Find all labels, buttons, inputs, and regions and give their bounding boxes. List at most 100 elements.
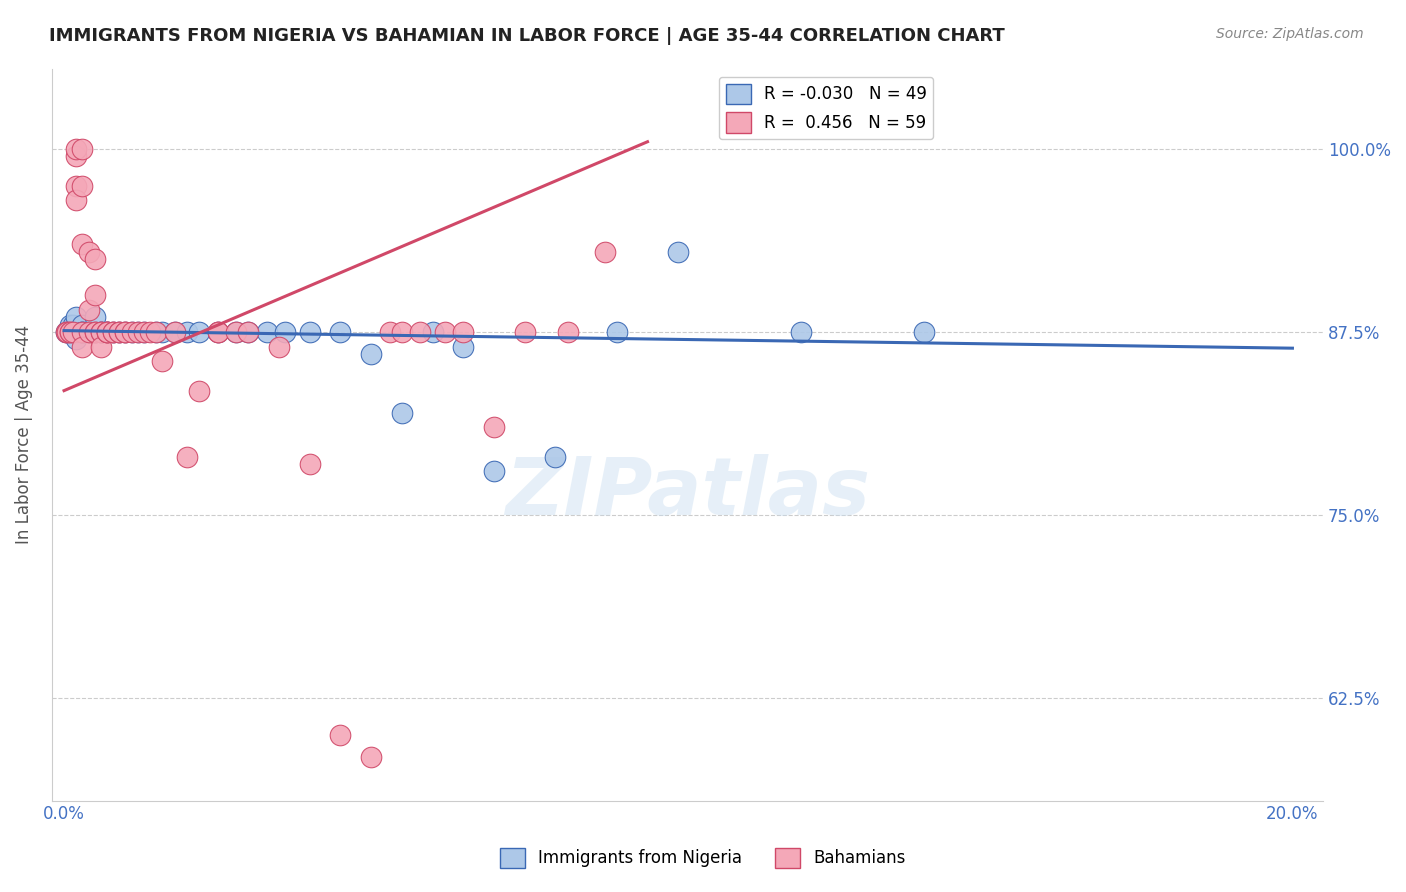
Point xyxy=(56,325,79,339)
Point xyxy=(225,325,247,339)
Point xyxy=(56,325,79,339)
Point xyxy=(207,325,229,339)
Point xyxy=(77,244,100,259)
Legend: Immigrants from Nigeria, Bahamians: Immigrants from Nigeria, Bahamians xyxy=(494,841,912,875)
Point xyxy=(55,325,77,339)
Point xyxy=(77,325,100,339)
Point xyxy=(72,178,94,193)
Point xyxy=(298,457,321,471)
Point xyxy=(114,325,136,339)
Point xyxy=(391,406,413,420)
Text: ZIPatlas: ZIPatlas xyxy=(505,454,870,533)
Point xyxy=(238,325,260,339)
Point xyxy=(55,325,77,339)
Point xyxy=(83,310,105,325)
Point xyxy=(433,325,456,339)
Point xyxy=(83,288,105,302)
Point xyxy=(108,325,131,339)
Point xyxy=(298,325,321,339)
Point xyxy=(72,237,94,252)
Point xyxy=(422,325,444,339)
Point xyxy=(451,340,474,354)
Point xyxy=(101,325,124,339)
Point xyxy=(72,325,94,339)
Point xyxy=(912,325,935,339)
Point xyxy=(267,340,290,354)
Point xyxy=(482,420,505,434)
Point xyxy=(96,325,118,339)
Point xyxy=(127,325,149,339)
Point xyxy=(132,325,155,339)
Y-axis label: In Labor Force | Age 35-44: In Labor Force | Age 35-44 xyxy=(15,325,32,544)
Point xyxy=(139,325,162,339)
Point xyxy=(176,450,198,464)
Point xyxy=(83,325,105,339)
Point xyxy=(593,244,616,259)
Point xyxy=(77,303,100,318)
Point xyxy=(59,325,82,339)
Point xyxy=(96,325,118,339)
Point xyxy=(256,325,278,339)
Point xyxy=(108,325,131,339)
Point xyxy=(121,325,143,339)
Point xyxy=(176,325,198,339)
Point xyxy=(114,325,136,339)
Point xyxy=(409,325,432,339)
Point xyxy=(666,244,689,259)
Point xyxy=(274,325,297,339)
Point xyxy=(391,325,413,339)
Point xyxy=(360,749,382,764)
Point xyxy=(150,354,173,368)
Point xyxy=(238,325,260,339)
Point xyxy=(163,325,186,339)
Point xyxy=(65,142,87,156)
Point xyxy=(59,318,82,332)
Point xyxy=(65,149,87,163)
Point xyxy=(83,325,105,339)
Point xyxy=(188,325,211,339)
Text: Source: ZipAtlas.com: Source: ZipAtlas.com xyxy=(1216,27,1364,41)
Point xyxy=(557,325,579,339)
Point xyxy=(544,450,567,464)
Point xyxy=(65,178,87,193)
Point xyxy=(90,325,112,339)
Point xyxy=(65,332,87,346)
Point xyxy=(77,325,100,339)
Point xyxy=(72,142,94,156)
Point xyxy=(150,325,173,339)
Point xyxy=(108,325,131,339)
Point xyxy=(62,325,84,339)
Point xyxy=(83,252,105,266)
Point xyxy=(225,325,247,339)
Point xyxy=(145,325,167,339)
Point xyxy=(65,325,87,339)
Point xyxy=(72,325,94,339)
Point xyxy=(360,347,382,361)
Point xyxy=(62,325,84,339)
Legend: R = -0.030   N = 49, R =  0.456   N = 59: R = -0.030 N = 49, R = 0.456 N = 59 xyxy=(718,77,934,139)
Point xyxy=(145,325,167,339)
Point xyxy=(65,194,87,208)
Point xyxy=(72,340,94,354)
Point xyxy=(72,325,94,339)
Point xyxy=(790,325,813,339)
Point xyxy=(101,325,124,339)
Point xyxy=(513,325,536,339)
Point xyxy=(132,325,155,339)
Point xyxy=(62,318,84,332)
Point xyxy=(329,728,352,742)
Point xyxy=(329,325,352,339)
Point xyxy=(83,325,105,339)
Point xyxy=(59,325,82,339)
Point xyxy=(207,325,229,339)
Point xyxy=(65,310,87,325)
Point xyxy=(90,325,112,339)
Point xyxy=(96,325,118,339)
Text: IMMIGRANTS FROM NIGERIA VS BAHAMIAN IN LABOR FORCE | AGE 35-44 CORRELATION CHART: IMMIGRANTS FROM NIGERIA VS BAHAMIAN IN L… xyxy=(49,27,1005,45)
Point xyxy=(482,464,505,478)
Point xyxy=(72,325,94,339)
Point xyxy=(378,325,401,339)
Point xyxy=(96,325,118,339)
Point xyxy=(121,325,143,339)
Point xyxy=(96,325,118,339)
